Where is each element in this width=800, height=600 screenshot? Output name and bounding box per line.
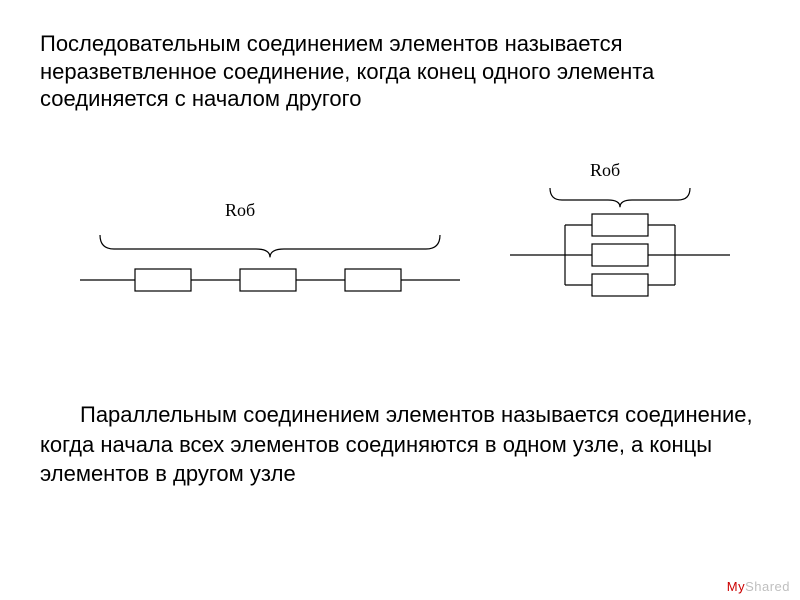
parallel-circuit-diagram (510, 180, 730, 310)
rob-label-series: Rоб (225, 200, 255, 221)
series-definition-text: Последовательным соединением элементов н… (40, 30, 740, 113)
brand-shared: Shared (745, 579, 790, 594)
myshared-watermark: MyShared (727, 579, 790, 594)
rob-label-parallel: Rоб (590, 160, 620, 181)
brand-my: My (727, 579, 745, 594)
parallel-definition-text: Параллельным соединением элементов назыв… (40, 400, 760, 489)
series-circuit-diagram (80, 225, 460, 305)
